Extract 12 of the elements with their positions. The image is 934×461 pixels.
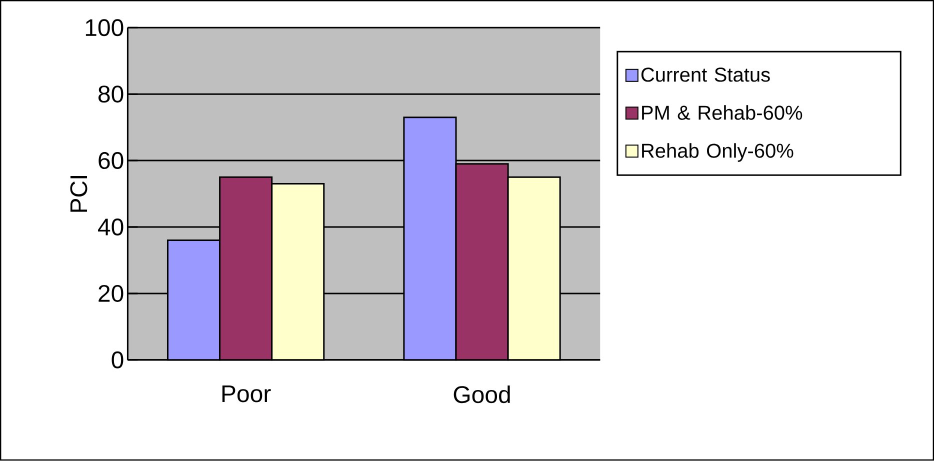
y-tick-label: 0 bbox=[112, 352, 124, 369]
legend-label: Rehab Only-60% bbox=[642, 143, 794, 162]
y-axis-title: PCI bbox=[70, 176, 88, 212]
x-tick-label: Poor bbox=[222, 386, 271, 402]
y-tick-label: 60 bbox=[98, 152, 124, 170]
y-tick-label: 40 bbox=[98, 218, 124, 236]
legend-label: PM & Rehab-60% bbox=[642, 105, 802, 120]
legend-label: Current Status bbox=[641, 68, 770, 82]
x-tick-label: Good bbox=[454, 386, 510, 404]
y-tick-label: 100 bbox=[86, 19, 124, 36]
y-tick-label: 20 bbox=[98, 285, 124, 302]
y-tick-label: 80 bbox=[98, 86, 124, 103]
